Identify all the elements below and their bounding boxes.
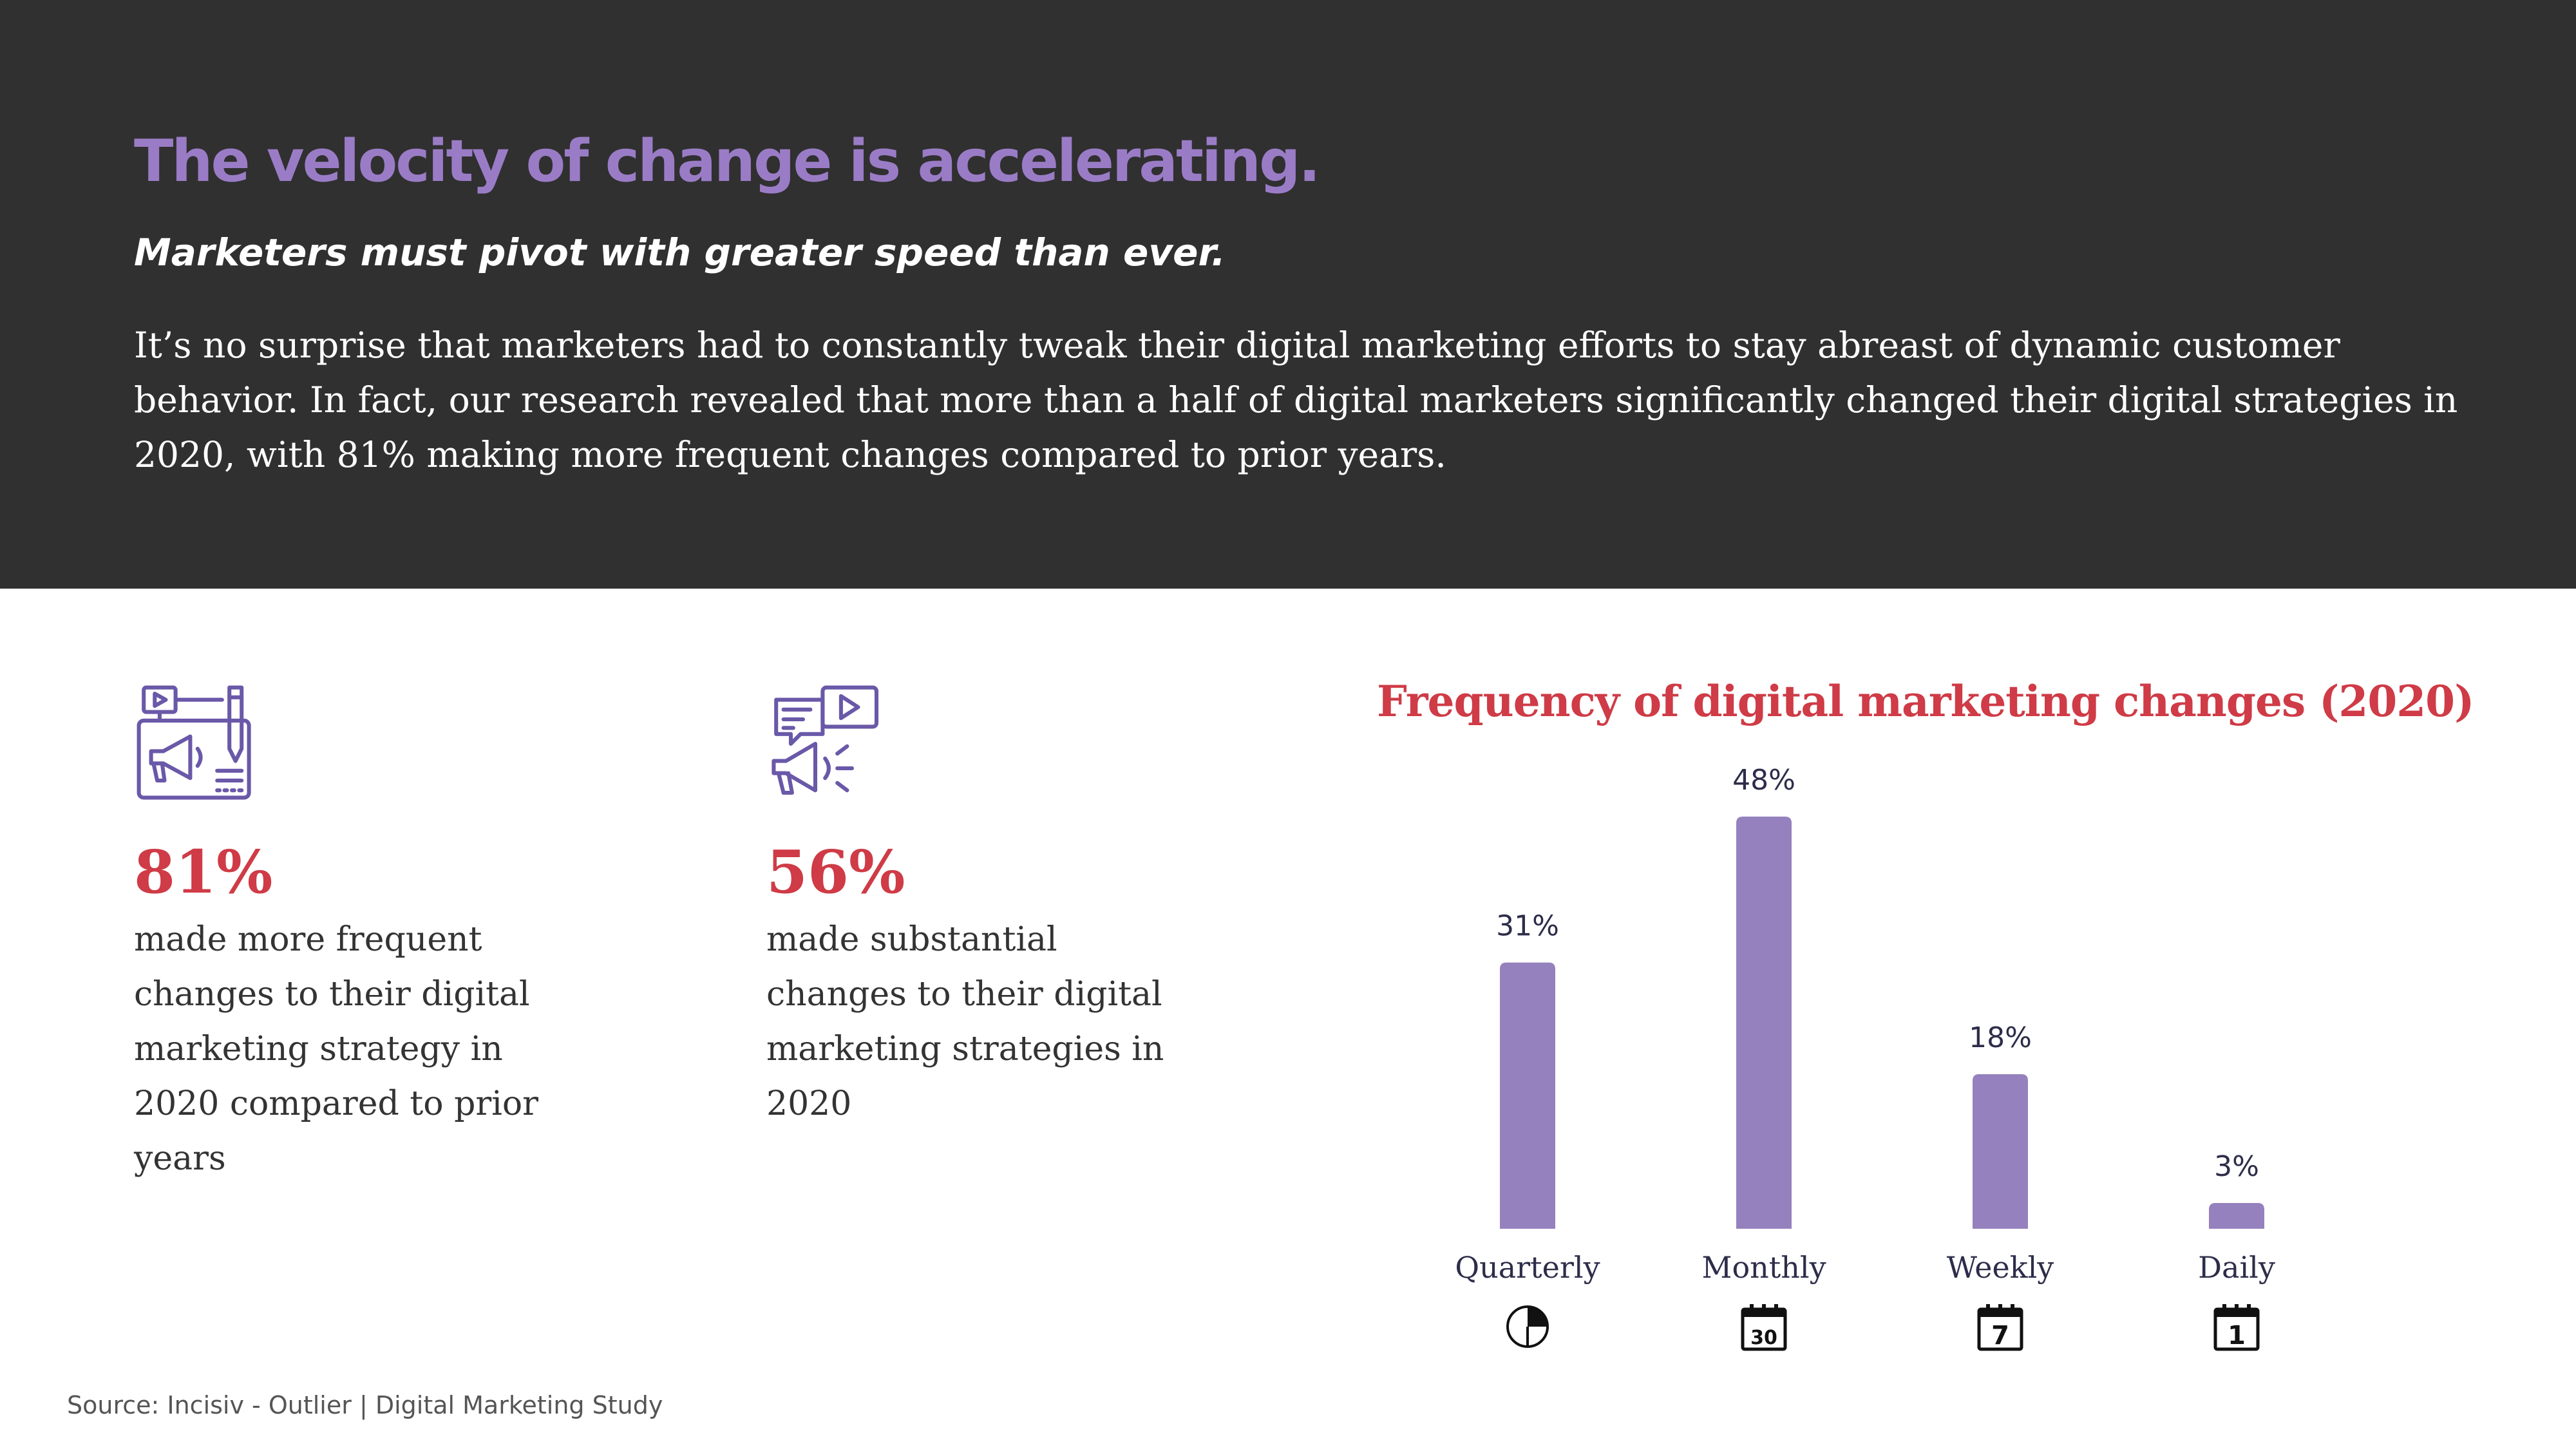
category-label-daily: Daily <box>2198 1250 2275 1285</box>
category-label-quarterly: Quarterly <box>1455 1250 1600 1285</box>
category-label-monthly: Monthly <box>1701 1250 1826 1285</box>
data-label-daily: 3% <box>2214 1150 2259 1183</box>
source-note: Source: Incisiv - Outlier | Digital Mark… <box>67 1391 663 1419</box>
header-band: The velocity of change is accelerating. … <box>0 0 2576 589</box>
frequency-bar-chart: 31% Quarterly 48% Monthly 30 18% Weekly 7 3% Dail… <box>1455 764 2275 1351</box>
calendar-number-weekly: 7 <box>1991 1321 2009 1350</box>
data-label-weekly: 18% <box>1969 1021 2032 1054</box>
stat-description-frequent: made more frequent changes to their digi… <box>134 920 539 1178</box>
data-label-monthly: 48% <box>1732 764 1795 797</box>
bar-weekly <box>1973 1074 2028 1229</box>
calendar-7-icon: 7 <box>1977 1304 2023 1351</box>
bar-quarterly <box>1500 962 1555 1229</box>
bar-monthly <box>1736 817 1792 1229</box>
category-label-weekly: Weekly <box>1947 1250 2054 1285</box>
marketing-board-megaphone-icon <box>134 683 256 805</box>
intro-paragraph: It’s no surprise that marketers had to c… <box>134 325 2458 475</box>
calendar-number-monthly: 30 <box>1750 1327 1777 1349</box>
page-title: The velocity of change is accelerating. <box>134 128 1321 195</box>
stat-value-substantial: 56% <box>766 837 905 907</box>
quarter-pie-icon <box>1506 1305 1549 1348</box>
calendar-number-daily: 1 <box>2228 1321 2246 1350</box>
megaphone-video-chat-icon <box>766 683 889 805</box>
chart-title: Frequency of digital marketing changes (… <box>1377 676 2474 726</box>
stat-description-substantial: made substantial changes to their digita… <box>766 920 1164 1123</box>
page-subtitle: Marketers must pivot with greater speed … <box>134 231 1226 274</box>
calendar-30-icon: 30 <box>1741 1304 1787 1351</box>
calendar-1-icon: 1 <box>2213 1304 2260 1351</box>
bar-daily <box>2209 1203 2264 1229</box>
stat-value-frequent: 81% <box>134 837 273 907</box>
data-label-quarterly: 31% <box>1496 910 1559 943</box>
